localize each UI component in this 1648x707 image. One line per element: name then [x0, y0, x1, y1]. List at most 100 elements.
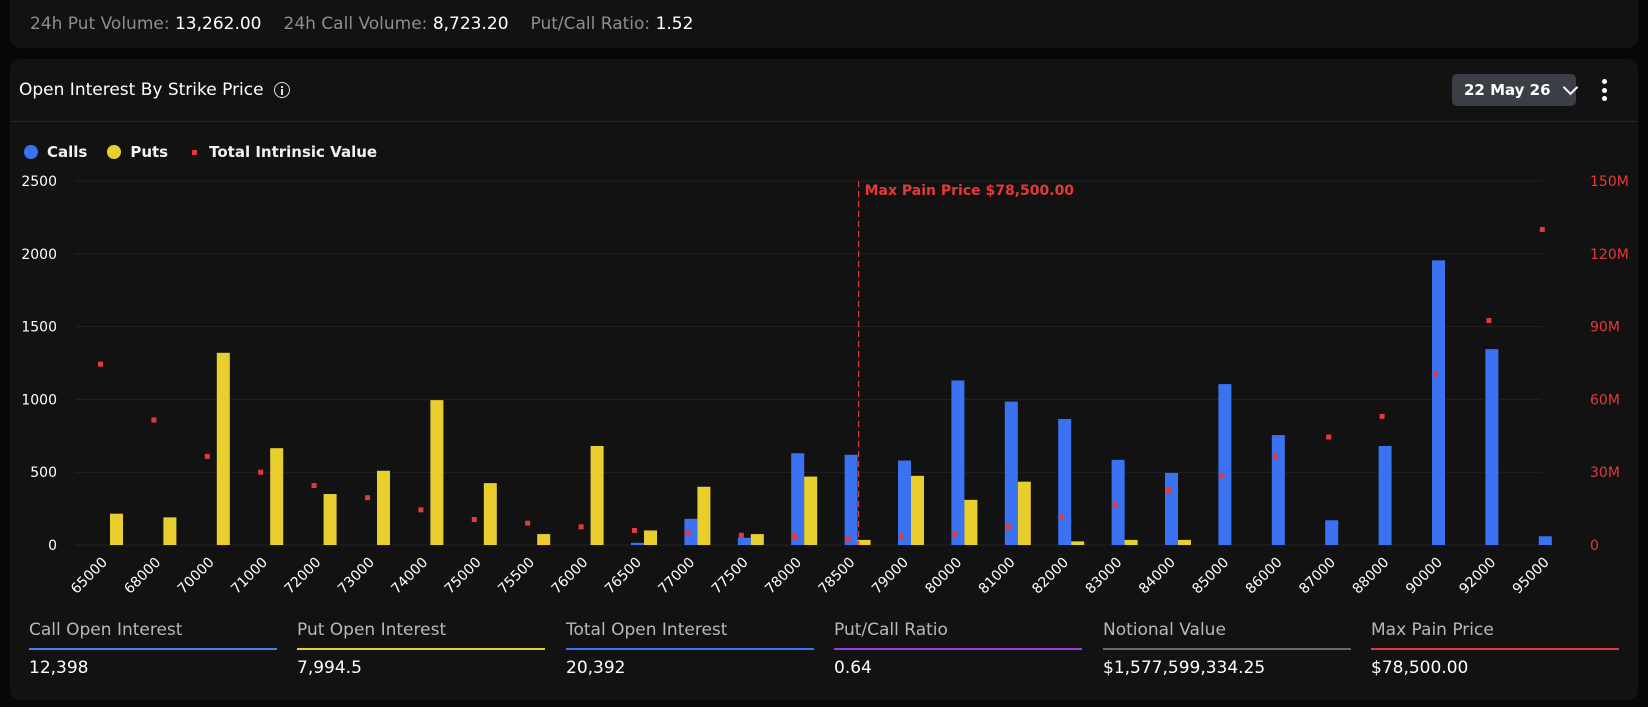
put-bar: [911, 475, 924, 545]
summary-value: 12,398: [29, 658, 89, 678]
legend-intrinsic-value[interactable]: Total Intrinsic Value: [188, 143, 377, 161]
volume-stats-bar: 24h Put Volume: 13,262.00 24h Call Volum…: [10, 0, 1638, 48]
summary-value: $1,577,599,334.25: [1103, 658, 1266, 678]
x-tick-label: 79000: [869, 555, 912, 598]
put-call-ratio-stat: Put/Call Ratio: 1.52: [531, 14, 694, 34]
put-bar: [590, 445, 604, 545]
intrinsic-value-point: [418, 507, 424, 513]
x-tick-label: 80000: [922, 555, 965, 598]
summary-value: 7,994.5: [297, 658, 362, 678]
x-tick-label: 70000: [175, 555, 218, 598]
intrinsic-value-point: [845, 536, 851, 542]
y-tick-label: 1000: [21, 392, 57, 408]
y2-tick-label: 90M: [1590, 320, 1620, 336]
intrinsic-value-point: [204, 453, 210, 459]
x-tick-label: 76000: [549, 555, 592, 598]
intrinsic-value-point: [471, 517, 477, 523]
put-call-ratio-label: Put/Call Ratio:: [530, 14, 651, 34]
summary-label: Total Open Interest: [566, 620, 728, 640]
y2-tick-label: 30M: [1590, 465, 1620, 481]
put-bar: [1178, 539, 1191, 545]
intrinsic-value-point: [1272, 453, 1278, 459]
call-bar: [898, 460, 911, 545]
x-tick-label: 84000: [1136, 555, 1179, 598]
put-volume-stat: 24h Put Volume: 13,262.00: [30, 14, 262, 34]
y-tick-label: 1500: [21, 320, 57, 336]
intrinsic-value-point: [1005, 524, 1011, 530]
x-tick-label: 74000: [388, 555, 431, 598]
summary-underline: [566, 648, 814, 650]
intrinsic-value-point: [685, 530, 691, 536]
x-tick-label: 86000: [1243, 555, 1286, 598]
more-options-icon[interactable]: [1599, 77, 1609, 103]
call-bar: [1165, 472, 1178, 545]
panel-divider: [10, 121, 1638, 122]
x-tick-label: 75000: [442, 555, 485, 598]
put-bar: [216, 352, 230, 545]
intrinsic-value-point: [1166, 487, 1171, 493]
open-interest-panel: Open Interest By Strike Price 22 May 26: [10, 59, 1638, 700]
put-bar: [323, 494, 337, 545]
put-bar: [430, 400, 444, 545]
x-tick-label: 78000: [762, 555, 805, 598]
summary-label: Put Open Interest: [297, 620, 447, 640]
y-tick-label: 500: [30, 465, 57, 481]
info-icon[interactable]: [273, 82, 290, 98]
intrinsic-value-point: [738, 532, 744, 538]
expiry-date-value: 22 May 26: [1464, 81, 1551, 99]
x-tick-label: 82000: [1029, 555, 1072, 598]
x-tick-label: 88000: [1350, 555, 1393, 598]
x-tick-label: 77000: [655, 555, 698, 598]
intrinsic-value-point: [1112, 502, 1118, 508]
x-tick-label: 78500: [816, 555, 859, 598]
summary-label: Call Open Interest: [29, 620, 183, 640]
legend-intrinsic-label: Total Intrinsic Value: [209, 143, 378, 161]
put-bar: [1124, 539, 1138, 545]
y-tick-label: 2000: [21, 247, 57, 263]
call-bar: [1271, 435, 1285, 545]
intrinsic-value-point: [151, 417, 157, 423]
x-tick-label: 92000: [1456, 555, 1499, 598]
expiry-date-select[interactable]: 22 May 26: [1452, 74, 1578, 106]
calls-swatch-icon: [24, 145, 38, 159]
x-tick-label: 68000: [121, 555, 164, 598]
put-bar: [750, 534, 764, 545]
summary-underline: [29, 648, 277, 650]
open-interest-chart: 0 500 1000 1500 2000 2500 0 30M 60M 90M 120M 150M 65…: [21, 174, 1629, 598]
put-bar: [644, 530, 657, 545]
y-tick-label: 0: [48, 538, 57, 554]
intrinsic-value-point: [792, 534, 798, 540]
intrinsic-value-point: [365, 495, 370, 501]
call-bar: [684, 518, 698, 545]
intrinsic-value-point: [1219, 473, 1225, 479]
summary-underline: [1371, 648, 1619, 650]
max-pain-label: Max Pain Price $78,500.00: [865, 183, 1075, 199]
put-bar: [857, 539, 871, 545]
put-bar: [163, 517, 177, 545]
legend-puts[interactable]: Puts: [107, 143, 168, 161]
put-bar: [483, 483, 497, 545]
y-tick-label: 2500: [21, 174, 57, 190]
x-tick-label: 71000: [228, 555, 271, 598]
call-bar: [1485, 349, 1499, 545]
call-bar: [1111, 459, 1125, 545]
y2-tick-label: 150M: [1590, 174, 1629, 190]
x-tick-label: 90000: [1403, 555, 1446, 598]
put-bar: [1017, 481, 1031, 545]
legend-calls-label: Calls: [47, 143, 88, 161]
intrinsic-value-point: [1326, 434, 1332, 440]
call-bar: [631, 542, 644, 545]
put-volume-value: 13,262.00: [174, 14, 262, 34]
intrinsic-value-point: [1539, 227, 1545, 233]
intrinsic-value-point: [258, 469, 264, 475]
intrinsic-value-point: [1433, 371, 1438, 377]
put-bar: [537, 534, 551, 545]
summary-value: 0.64: [834, 658, 872, 678]
put-bar: [1071, 541, 1085, 545]
x-tick-label: 83000: [1083, 555, 1126, 598]
put-bar: [804, 476, 818, 545]
legend-calls[interactable]: Calls: [24, 143, 87, 161]
put-bar: [964, 499, 978, 545]
call-bar: [791, 453, 805, 545]
x-tick-label: 77500: [709, 555, 752, 598]
